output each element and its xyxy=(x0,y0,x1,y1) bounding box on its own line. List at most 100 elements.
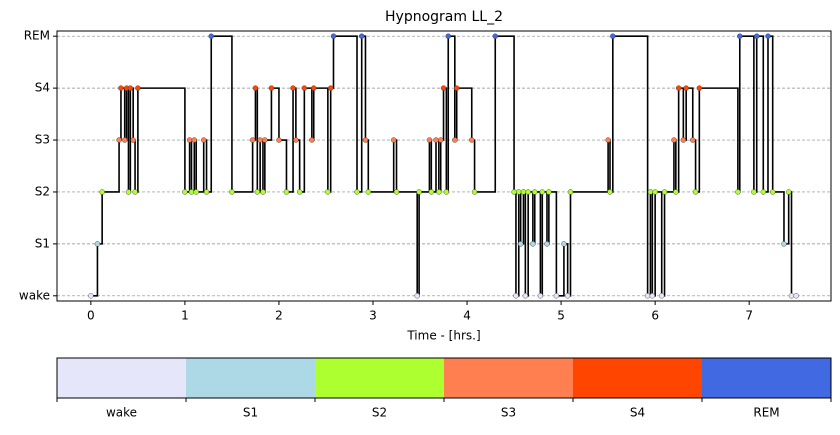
y-tick-label: S4 xyxy=(35,81,50,95)
colorbar-cell xyxy=(702,358,831,398)
stage-marker xyxy=(260,189,266,195)
colorbar-label: S2 xyxy=(372,406,387,420)
stage-marker xyxy=(229,189,235,195)
stage-marker xyxy=(605,137,611,143)
stage-marker xyxy=(296,189,303,195)
step-line xyxy=(419,140,431,193)
stage-marker xyxy=(188,189,195,195)
stage-marker xyxy=(118,85,124,91)
stage-marker xyxy=(690,137,696,143)
plot-frame xyxy=(56,30,832,302)
step-line xyxy=(231,140,254,193)
step-line xyxy=(119,88,122,141)
stage-marker xyxy=(130,137,136,143)
stage-marker xyxy=(290,85,296,91)
step-line xyxy=(330,36,335,89)
y-tick-label: S3 xyxy=(35,133,50,147)
stage-marker xyxy=(760,189,766,195)
step-line xyxy=(756,35,765,192)
colorbar-label: S4 xyxy=(630,406,645,420)
stage-marker xyxy=(193,189,199,195)
step-line xyxy=(471,139,476,192)
stage-marker xyxy=(325,189,331,195)
stage-marker xyxy=(469,137,475,143)
stage-marker xyxy=(644,293,651,299)
stage-marker xyxy=(414,293,420,299)
step-line xyxy=(495,35,515,192)
stage-marker xyxy=(127,85,134,91)
colorbar-label: S1 xyxy=(243,406,258,420)
stage-marker xyxy=(330,33,337,39)
stage-marker xyxy=(516,189,522,195)
stage-marker xyxy=(735,189,741,195)
y-tick-label: S2 xyxy=(35,184,50,198)
step-line xyxy=(304,87,313,141)
step-line xyxy=(556,243,565,297)
stage-marker xyxy=(513,293,519,299)
step-line xyxy=(664,140,675,193)
stage-marker xyxy=(252,85,259,91)
stage-marker xyxy=(649,293,656,299)
stage-marker xyxy=(186,137,193,143)
stage-marker xyxy=(520,189,527,195)
stage-marker xyxy=(692,189,699,195)
stage-marker xyxy=(428,189,435,195)
stage-marker xyxy=(659,293,665,299)
stage-marker xyxy=(532,189,538,195)
step-line xyxy=(365,139,370,192)
stage-marker xyxy=(116,137,122,143)
x-tick-label: 4 xyxy=(463,309,471,323)
stage-marker xyxy=(680,137,687,143)
x-tick-label: 2 xyxy=(275,309,283,323)
colorbar-cell xyxy=(444,358,573,398)
stage-marker xyxy=(769,189,776,195)
stage-marker xyxy=(546,189,552,195)
stage-marker xyxy=(793,293,799,299)
stage-marker xyxy=(208,33,214,39)
stage-marker xyxy=(249,137,256,143)
step-line xyxy=(97,191,103,245)
stage-marker xyxy=(452,137,458,143)
stage-marker xyxy=(561,241,567,247)
step-line xyxy=(474,36,497,193)
colorbar-frame xyxy=(56,357,832,399)
chart-title: Hypnogram LL_2 xyxy=(385,9,503,25)
step-line xyxy=(90,243,99,297)
step-line xyxy=(264,88,273,141)
step-line xyxy=(278,139,288,192)
step-line xyxy=(133,139,136,192)
step-line xyxy=(368,140,395,193)
stage-marker xyxy=(436,189,442,195)
stage-marker xyxy=(544,241,550,247)
stage-marker xyxy=(135,85,141,91)
stage-marker xyxy=(416,189,422,195)
colorbar-cell xyxy=(186,358,315,398)
stage-marker xyxy=(530,241,536,247)
stage-marker xyxy=(445,33,451,39)
step-line xyxy=(271,87,280,141)
stage-marker xyxy=(268,85,275,91)
stage-marker xyxy=(191,137,198,143)
stage-marker xyxy=(283,189,290,195)
stage-marker xyxy=(785,189,792,195)
y-tick-label: wake xyxy=(19,288,50,302)
stage-marker xyxy=(671,137,677,143)
stage-marker xyxy=(393,189,400,195)
stage-marker xyxy=(607,189,613,195)
stage-marker xyxy=(471,189,478,195)
stage-marker xyxy=(788,293,795,299)
step-line xyxy=(211,35,233,192)
step-line xyxy=(686,87,694,141)
x-tick-label: 5 xyxy=(557,309,565,323)
x-tick-label: 1 xyxy=(181,309,189,323)
y-tick-label: REM xyxy=(24,29,50,43)
x-tick-label: 6 xyxy=(651,309,659,323)
step-line xyxy=(137,87,186,192)
stage-marker xyxy=(553,293,560,299)
x-axis-label: Time - [hrs.] xyxy=(406,329,480,343)
stage-marker xyxy=(327,85,334,91)
stage-marker xyxy=(511,189,517,195)
stage-marker xyxy=(781,241,787,247)
stage-marker xyxy=(359,33,365,39)
stage-marker xyxy=(517,241,524,247)
